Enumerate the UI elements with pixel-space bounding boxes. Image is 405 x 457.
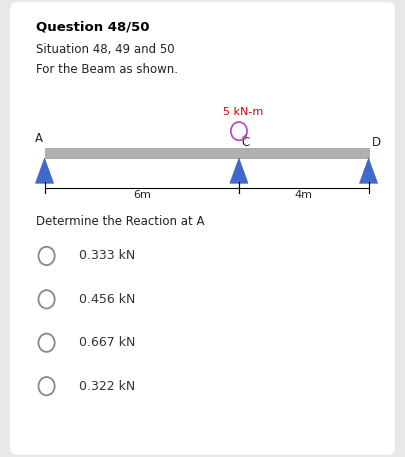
Text: Determine the Reaction at A: Determine the Reaction at A [36, 215, 205, 228]
Text: 0.667 kN: 0.667 kN [79, 336, 135, 349]
Text: D: D [372, 136, 381, 149]
Text: 0.322 kN: 0.322 kN [79, 380, 135, 393]
FancyArrowPatch shape [243, 135, 246, 139]
Text: 5 kN-m: 5 kN-m [223, 106, 263, 117]
Text: C: C [241, 136, 249, 149]
Text: 6m: 6m [133, 190, 151, 200]
Text: Question 48/50: Question 48/50 [36, 21, 150, 33]
Polygon shape [360, 158, 377, 183]
Polygon shape [36, 158, 53, 183]
Text: 0.333 kN: 0.333 kN [79, 250, 135, 262]
Text: Situation 48, 49 and 50: Situation 48, 49 and 50 [36, 43, 175, 56]
Text: 4m: 4m [295, 190, 313, 200]
Polygon shape [230, 158, 248, 183]
Text: For the Beam as shown.: For the Beam as shown. [36, 63, 179, 76]
Text: 0.456 kN: 0.456 kN [79, 293, 135, 306]
Text: A: A [34, 132, 43, 145]
Bar [45, 148, 369, 158]
